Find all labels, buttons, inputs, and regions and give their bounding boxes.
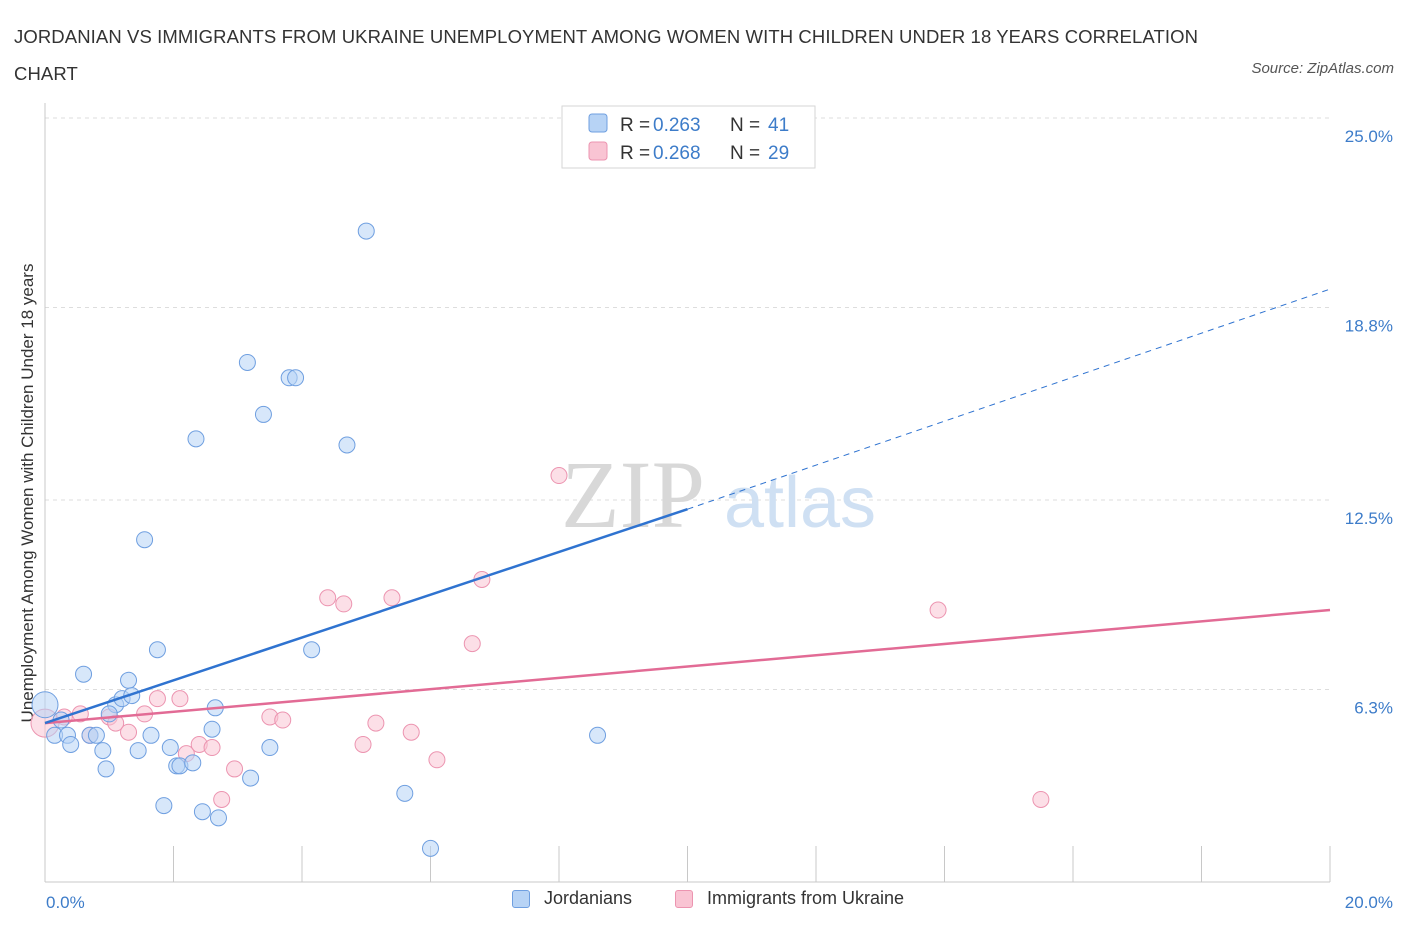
ukraine-point [354, 735, 372, 753]
jordanian-point [187, 430, 205, 448]
bottom-legend: Jordanians Immigrants from Ukraine [0, 888, 1406, 916]
jordanian-point [357, 222, 375, 240]
watermark: ZIP atlas [561, 441, 876, 548]
ukraine-point [226, 760, 244, 778]
y-tick-label: 6.3% [1354, 698, 1393, 717]
legend-n-value-2: 29 [768, 143, 789, 164]
jordanian-point [203, 720, 221, 738]
jordanian-point [129, 742, 147, 760]
jordanian-point [589, 726, 607, 744]
jordanian-point [193, 803, 211, 821]
chart-title: JORDANIAN VS IMMIGRANTS FROM UKRAINE UNE… [14, 26, 1199, 84]
x-tick-label: 20.0% [1345, 893, 1393, 912]
ukraine-point [929, 601, 947, 619]
legend-r-value-1: 0.263 [653, 115, 701, 136]
jordanian-point [75, 665, 93, 683]
bottom-legend-swatch-jordanians [512, 889, 530, 908]
jordanian-point [31, 691, 59, 719]
legend-swatch-ukraine [588, 141, 608, 161]
jordanian-point [209, 809, 227, 827]
ukraine-point [402, 723, 420, 741]
jordanian-point [100, 705, 118, 723]
trend-lines [44, 288, 1331, 725]
legend-n-label-2: N = [730, 143, 760, 164]
source-label: Source: ZipAtlas.com [1251, 60, 1394, 77]
bottom-legend-ukraine: Immigrants from Ukraine [675, 888, 904, 909]
jordanian-point [254, 405, 272, 423]
ukraine-point [274, 711, 292, 729]
x-tick-label: 0.0% [46, 893, 85, 912]
legend: R = 0.263 N = 41 R = 0.268 N = 29 [561, 105, 816, 169]
trendline-jordanians-extension [687, 288, 1331, 510]
ukraine-point [120, 723, 138, 741]
jordanian-point [238, 353, 256, 371]
jordanian-point [184, 754, 202, 772]
ukraine-point [383, 589, 401, 607]
ukraine-point [171, 690, 189, 708]
jordanian-point [422, 839, 439, 857]
jordanian-point [94, 742, 112, 760]
jordanian-point [155, 797, 173, 815]
axes [44, 103, 1331, 883]
legend-r-value-2: 0.268 [653, 143, 701, 164]
jordanian-point [161, 739, 179, 757]
ukraine-point [550, 467, 568, 485]
ukraine-point [1032, 790, 1050, 808]
legend-r-label-1: R = [620, 115, 650, 136]
bottom-legend-swatch-ukraine [675, 889, 693, 908]
ukraine-point [367, 714, 385, 732]
jordanian-point [142, 726, 160, 744]
ukraine-point [463, 635, 481, 653]
tick-labels: 6.3% 12.5% 18.8% 25.0% 0.0% 20.0% [46, 127, 1393, 912]
jordanian-point [287, 369, 305, 387]
jordanian-point [396, 784, 414, 802]
jordanian-point [303, 641, 321, 659]
jordanian-point [242, 769, 260, 787]
grid-lines [45, 117, 1330, 690]
bottom-legend-jordanians: Jordanians [512, 888, 632, 909]
ukraine-point [335, 595, 353, 613]
series-ukraine-points [30, 467, 1050, 808]
bottom-legend-label-jordanians: Jordanians [544, 888, 633, 908]
jordanian-point [87, 726, 105, 744]
watermark-zip: ZIP [561, 441, 705, 548]
ukraine-point [213, 790, 231, 808]
jordanian-point [338, 436, 356, 454]
y-tick-label: 25.0% [1345, 127, 1393, 146]
jordanian-point [62, 735, 80, 753]
legend-swatch-jordanians [588, 113, 608, 133]
ukraine-point [319, 589, 337, 607]
watermark-atlas: atlas [724, 463, 876, 543]
bottom-legend-label-ukraine: Immigrants from Ukraine [707, 888, 905, 908]
trendline-jordanians [44, 507, 688, 725]
jordanian-point [120, 671, 138, 689]
legend-n-value-1: 41 [768, 115, 789, 136]
trendline-ukraine [44, 608, 1331, 725]
ukraine-point [428, 751, 446, 769]
legend-r-label-2: R = [620, 143, 650, 164]
jordanian-point [261, 739, 279, 757]
jordanian-point [136, 531, 154, 549]
jordanian-point [148, 641, 166, 659]
ukraine-point [148, 690, 166, 708]
series-jordanians-points [31, 222, 607, 857]
y-tick-label: 18.8% [1345, 316, 1393, 335]
ukraine-point [203, 739, 221, 757]
y-tick-label: 12.5% [1345, 509, 1393, 528]
legend-n-label-1: N = [730, 115, 760, 136]
jordanian-point [97, 760, 115, 778]
